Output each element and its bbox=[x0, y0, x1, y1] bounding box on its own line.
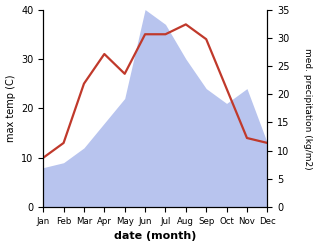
X-axis label: date (month): date (month) bbox=[114, 231, 197, 242]
Y-axis label: max temp (C): max temp (C) bbox=[5, 75, 16, 142]
Y-axis label: med. precipitation (kg/m2): med. precipitation (kg/m2) bbox=[303, 48, 313, 169]
